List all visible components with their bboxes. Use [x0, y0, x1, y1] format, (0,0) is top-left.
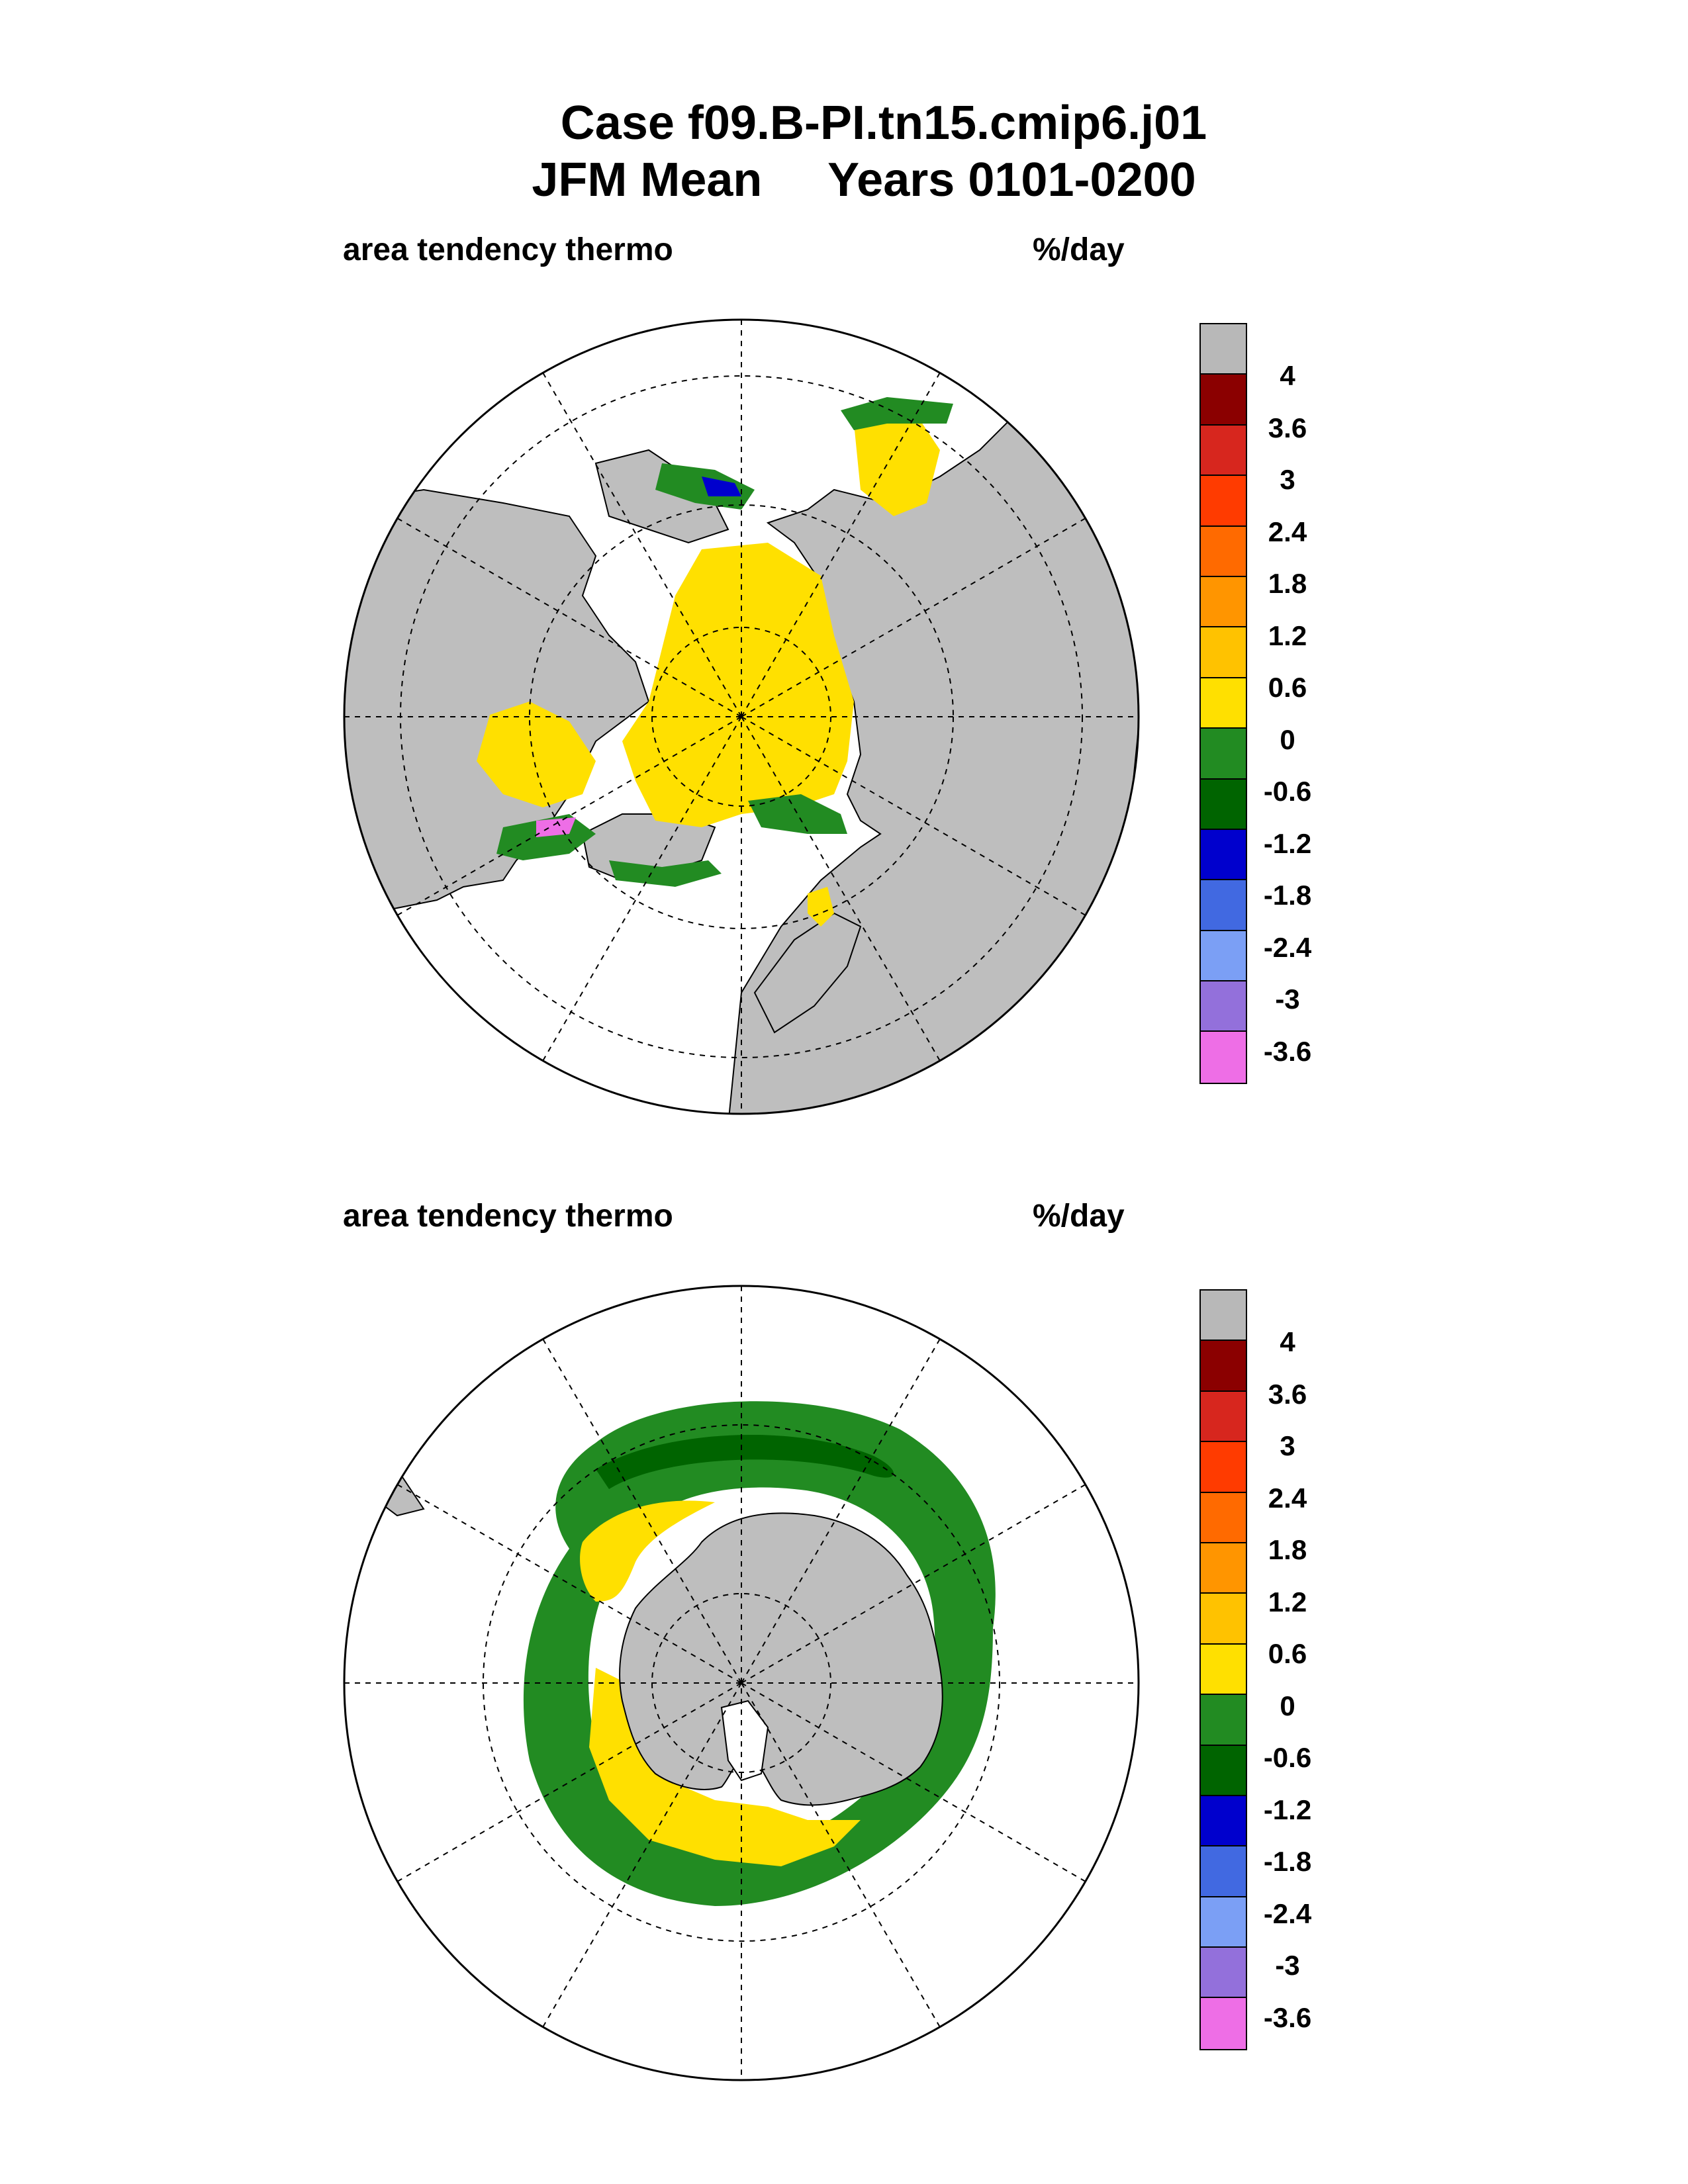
south-colorbar-box	[1201, 1745, 1246, 1796]
north-colorbar-tick: -3.6	[1263, 1036, 1312, 1067]
north-colorbar-tick: 0	[1280, 724, 1295, 755]
south-colorbar-box	[1201, 1846, 1246, 1897]
north-arctic-ice-yellow	[622, 543, 854, 827]
south-colorbar-box	[1201, 1644, 1246, 1696]
south-polar-map	[343, 1285, 1140, 2081]
north-colorbar-tick: 2.4	[1268, 516, 1307, 547]
north-kamchatka-green	[841, 397, 953, 430]
north-europe-landmass	[753, 912, 862, 1034]
north-colorbar-box	[1201, 779, 1246, 830]
north-colorbar-box	[1201, 1032, 1246, 1083]
figure-title-line2: JFM Mean Years 0101-0200	[532, 154, 1196, 206]
south-variable-label: area tendency thermo	[343, 1199, 673, 1234]
south-colorbar-box	[1201, 1998, 1246, 2049]
north-colorbar-box	[1201, 829, 1246, 881]
south-colorbar-tick: 4	[1280, 1326, 1295, 1357]
south-colorbar-box	[1201, 1897, 1246, 1948]
north-colorbar	[1199, 323, 1247, 1084]
south-colorbar-tick: -3	[1275, 1950, 1300, 1981]
north-colorbar-tick: -1.2	[1263, 828, 1312, 859]
south-ice-yellow-ross	[589, 1668, 861, 1866]
south-panel: area tendency thermo %/day	[0, 966, 1688, 2184]
north-variable-label: area tendency thermo	[343, 232, 673, 267]
south-colorbar-box	[1201, 1291, 1246, 1342]
north-panel: area tendency thermo %/day	[0, 0, 1688, 1115]
south-colorbar-tick: 1.2	[1268, 1586, 1307, 1617]
south-colorbar-box	[1201, 1341, 1246, 1392]
south-colorbar-box	[1201, 1543, 1246, 1594]
north-colorbar-tick: -3	[1275, 983, 1300, 1015]
north-colorbar-box	[1201, 425, 1246, 477]
south-colorbar-tick: 3	[1280, 1430, 1295, 1461]
north-colorbar-box	[1201, 678, 1246, 729]
south-colorbar-tick: -3.6	[1263, 2002, 1312, 2033]
north-okhotsk-ice	[854, 410, 940, 516]
south-colorbar-tick: -2.4	[1263, 1898, 1312, 1929]
south-colorbar-box	[1201, 1442, 1246, 1493]
north-map-boundary	[343, 318, 1140, 1115]
north-barents-green	[609, 860, 722, 887]
north-colorbar-box	[1201, 576, 1246, 628]
south-colorbar-tick: 2.4	[1268, 1482, 1307, 1514]
south-colorbar-box	[1201, 1391, 1246, 1443]
north-colorbar-box	[1201, 880, 1246, 931]
north-siberia-landmass	[594, 449, 729, 544]
north-colorbar-tick: -0.6	[1263, 776, 1312, 807]
north-baltic-ice	[808, 887, 834, 927]
south-graticule	[344, 1286, 1139, 2080]
south-colorbar	[1199, 1289, 1247, 2050]
north-graticule	[344, 320, 1139, 1114]
north-colorbar-box	[1201, 375, 1246, 426]
north-colorbar-tick: 3	[1280, 464, 1295, 495]
south-colorbar-tick: 0	[1280, 1690, 1295, 1721]
north-colorbar-box	[1201, 526, 1246, 577]
south-colorbar-box	[1201, 1594, 1246, 1645]
south-colorbar-box	[1201, 1492, 1246, 1543]
north-colorbar-tick: 0.6	[1268, 672, 1307, 703]
south-colorbar-box	[1201, 1796, 1246, 1847]
south-units-label: %/day	[1033, 1199, 1125, 1234]
north-polar-map	[343, 318, 1140, 1115]
north-colorbar-tick: -1.8	[1263, 880, 1312, 911]
north-colorbar-box	[1201, 981, 1246, 1032]
south-colorbar-tick: -0.6	[1263, 1742, 1312, 1773]
north-labrador-purple	[536, 817, 576, 837]
north-colorbar-tick: 1.2	[1268, 620, 1307, 651]
south-ross-ice-shelf	[720, 1700, 769, 1782]
south-colorbar-box	[1201, 1695, 1246, 1746]
south-colorbar-tick: 0.6	[1268, 1638, 1307, 1669]
north-bering-ice-blue	[702, 477, 741, 496]
north-colorbar-box	[1201, 931, 1246, 982]
south-colorbar-tick: 3.6	[1268, 1379, 1307, 1410]
south-map-boundary	[343, 1285, 1140, 2081]
north-hudson-bay-ice	[477, 702, 596, 807]
north-colorbar-tick: 3.6	[1268, 412, 1307, 443]
south-ice-yellow-weddell	[580, 1500, 715, 1602]
north-colorbar-box	[1201, 627, 1246, 678]
south-colorbar-box	[1201, 1948, 1246, 1999]
north-colorbar-tick: 1.8	[1268, 568, 1307, 599]
north-colorbar-tick: -2.4	[1263, 932, 1312, 963]
north-colorbar-box	[1201, 324, 1246, 375]
figure-title-line1: Case f09.B-PI.tn15.cmip6.j01	[560, 97, 1207, 150]
north-colorbar-box	[1201, 476, 1246, 527]
south-colorbar-tick: -1.8	[1263, 1846, 1312, 1877]
north-greenland-sea-green	[748, 794, 847, 834]
north-colorbar-tick: 4	[1280, 360, 1295, 391]
south-colorbar-tick: 1.8	[1268, 1534, 1307, 1565]
south-ice-darkgreen-band	[596, 1434, 894, 1489]
south-antarctica-landmass	[619, 1512, 943, 1806]
south-colorbar-tick: -1.2	[1263, 1794, 1312, 1825]
north-colorbar-box	[1201, 729, 1246, 780]
north-units-label: %/day	[1033, 232, 1125, 267]
